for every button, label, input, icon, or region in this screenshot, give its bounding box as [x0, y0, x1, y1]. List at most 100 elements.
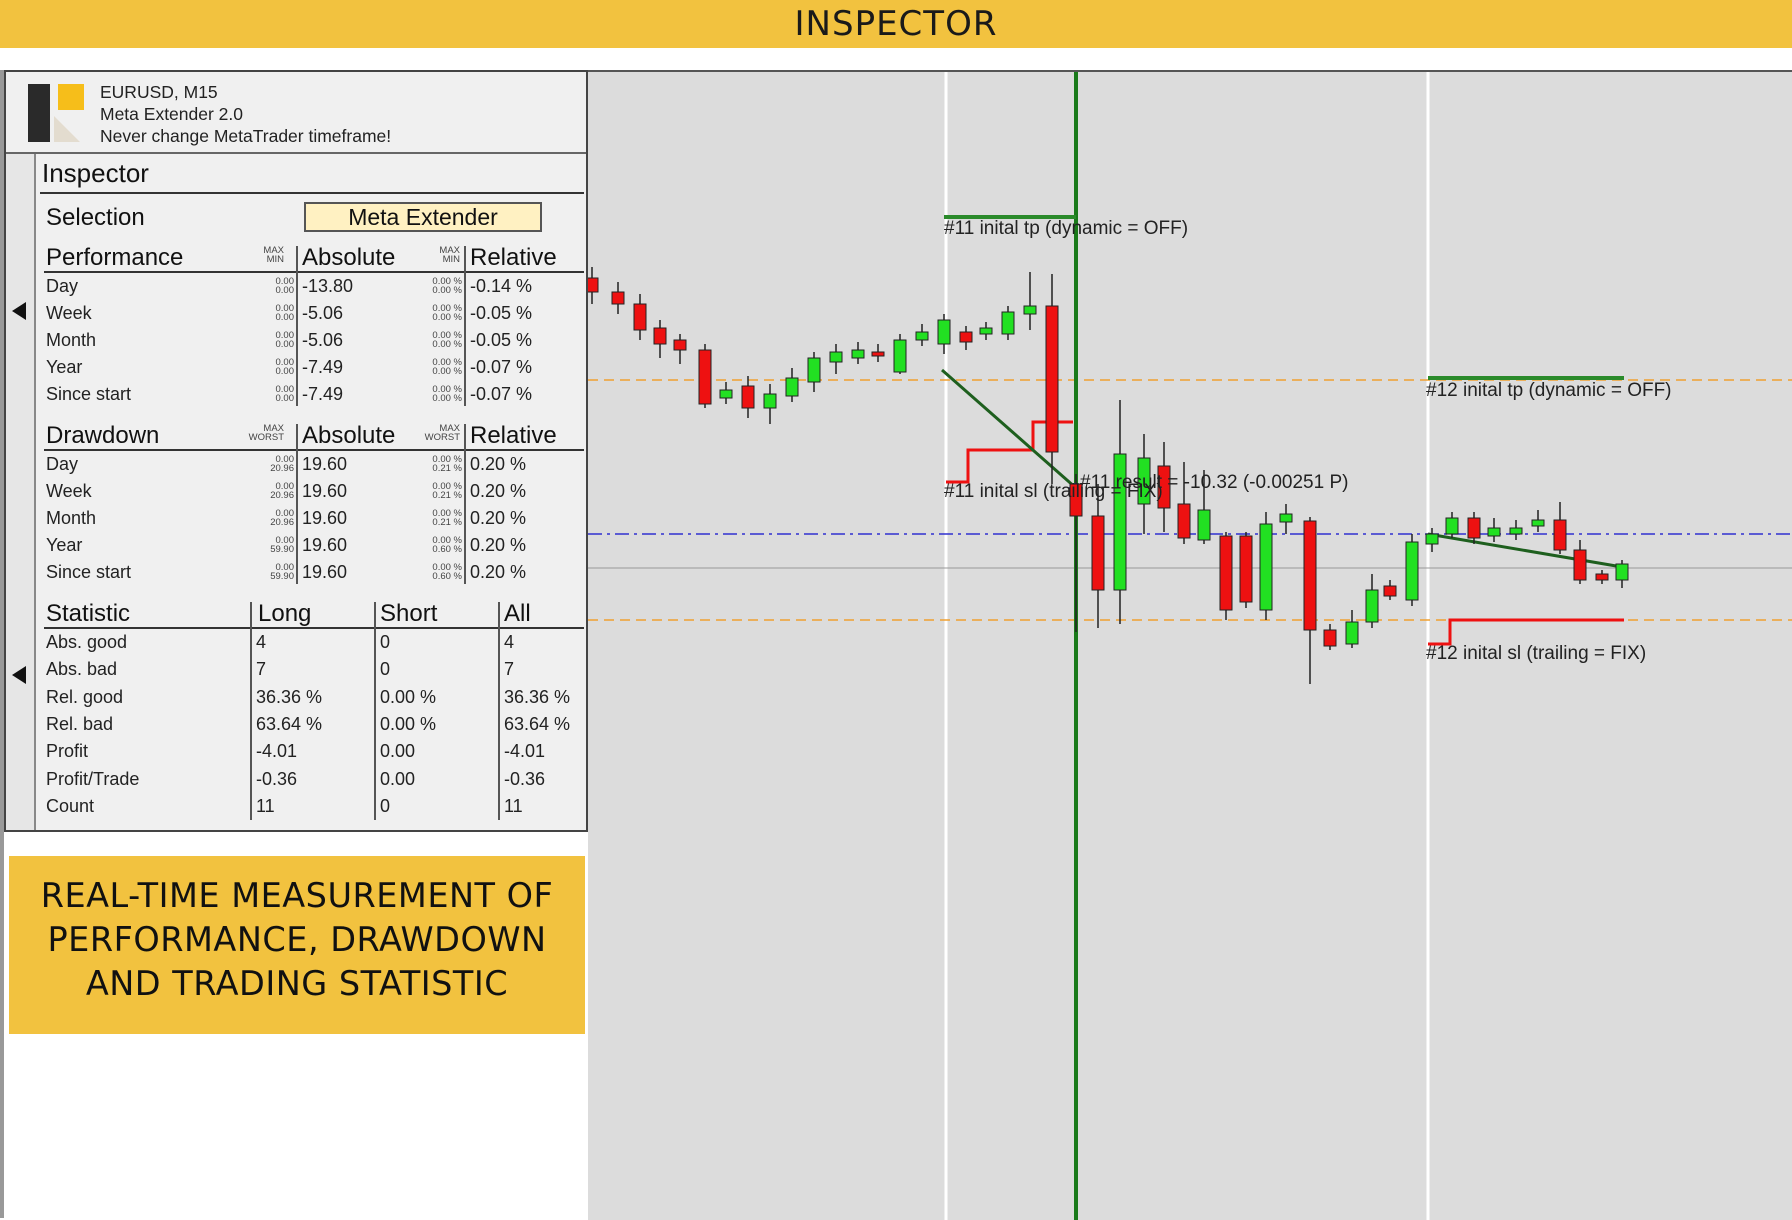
col-divider [464, 424, 466, 584]
rel-max-value: 0.00 % [432, 454, 462, 465]
sl12-label: #12 inital sl (trailing = FIX) [1426, 643, 1647, 664]
top-banner: INSPECTOR [0, 0, 1792, 48]
bear-candle [1323, 629, 1337, 647]
rel-max-value: 0.00 % [432, 276, 462, 287]
bear-candle [1091, 515, 1105, 591]
divider [40, 192, 584, 194]
stat-row-label: Abs. good [46, 632, 128, 652]
bear-candle [1467, 517, 1481, 539]
bull-candle [915, 331, 929, 341]
stat-short-value: 0.00 [380, 741, 416, 762]
stat-row-label: Count [46, 795, 95, 816]
stat-long-value: 7 [256, 659, 267, 680]
rel-value: -0.14 % [470, 276, 533, 296]
bear-candle [1303, 520, 1317, 631]
trade12-line [1427, 532, 1629, 570]
bear-candle [1573, 549, 1587, 581]
rel-max-value: 0.00 % [432, 481, 462, 492]
rel-value: -0.07 % [470, 357, 533, 377]
stat-all-value: 7 [504, 659, 515, 680]
bull-candle [979, 327, 993, 335]
rel-max-value: 0.00 % [432, 357, 462, 368]
collapse-arrow-icon[interactable] [12, 302, 26, 320]
abs-value: -13.80 [302, 276, 354, 296]
bull-candle [1445, 517, 1459, 535]
stat-short-value: 0 [380, 659, 391, 680]
tp11-label: #11 inital tp (dynamic = OFF) [944, 218, 1189, 239]
col-divider [464, 246, 466, 406]
stat-all-value: 36.36 % [504, 686, 571, 707]
tagline: Never change MetaTrader timeframe! [100, 126, 392, 146]
abs-min-value: 0.00 [275, 393, 295, 404]
caption-box: REAL-TIME MEASUREMENT OF PERFORMANCE, DR… [9, 856, 585, 1034]
caption-line: AND TRADING STATISTIC [85, 964, 509, 1003]
abs-value: 19.60 [302, 481, 348, 501]
row-label: Day [46, 454, 79, 474]
stat-all-value: -4.01 [504, 741, 546, 762]
bull-candle [1509, 527, 1523, 535]
bull-candle [1001, 311, 1015, 335]
bull-candle [763, 393, 777, 409]
bear-candle [1219, 535, 1233, 611]
rel-value: -0.05 % [470, 303, 533, 323]
stat-row-label: Profit [46, 741, 89, 762]
stat-short-value: 0.00 % [380, 686, 437, 707]
abs-max-value: 0.00 [275, 330, 295, 341]
bull-candle [1345, 621, 1359, 645]
dd-rel-worst-label: WORST [424, 432, 460, 443]
perf-rel-min-label: MIN [442, 254, 460, 265]
panel-nav-strip [6, 154, 36, 830]
stat-all-value: 63.64 % [504, 713, 571, 734]
stat-col-short: Short [380, 600, 438, 627]
abs-max-value: 0.00 [275, 535, 295, 546]
abs-value: 19.60 [302, 535, 348, 555]
abs-min-value: 0.00 [275, 312, 295, 323]
abs-value: -5.06 [302, 330, 344, 350]
bull-candle [893, 339, 907, 373]
abs-min-value: 59.90 [270, 544, 294, 555]
rel-max-value: 0.00 % [432, 330, 462, 341]
bear-candle [673, 339, 687, 351]
rel-min-value: 0.21 % [432, 490, 462, 501]
abs-min-value: 59.90 [270, 571, 294, 582]
bull-candle [851, 349, 865, 359]
selection-dropdown[interactable]: Meta Extender [304, 202, 542, 232]
abs-value: -7.49 [302, 384, 344, 404]
abs-max-value: 0.00 [275, 562, 295, 573]
abs-max-value: 0.00 [275, 508, 295, 519]
stat-col-long: Long [258, 600, 312, 627]
abs-max-value: 0.00 [275, 357, 295, 368]
price-chart[interactable]: #11 inital tp (dynamic = OFF) #11 inital… [588, 70, 1792, 1220]
row-label: Week [46, 303, 92, 323]
bull-candle [1113, 453, 1127, 591]
abs-value: 19.60 [302, 562, 348, 582]
dd-col-relative: Relative [470, 422, 557, 449]
rel-min-value: 0.00 % [432, 393, 462, 404]
abs-min-value: 0.00 [275, 285, 295, 296]
divider [44, 627, 584, 629]
dd-abs-worst-label: WORST [248, 432, 284, 443]
rel-max-value: 0.00 % [432, 508, 462, 519]
sl12-line [1428, 618, 1624, 646]
bull-candle [1615, 563, 1629, 581]
collapse-arrow-icon[interactable] [12, 666, 26, 684]
abs-max-value: 0.00 [275, 454, 295, 465]
bull-candle [1425, 533, 1439, 545]
rel-max-value: 0.00 % [432, 562, 462, 573]
bull-candle [1279, 513, 1293, 523]
rel-min-value: 0.00 % [432, 366, 462, 377]
stat-row-label: Rel. bad [46, 713, 114, 734]
rel-value: 0.20 % [470, 481, 527, 501]
rel-max-value: 0.00 % [432, 384, 462, 395]
abs-min-value: 0.00 [275, 339, 295, 350]
bear-candle [1595, 573, 1609, 581]
rel-min-value: 0.21 % [432, 517, 462, 528]
abs-min-value: 20.96 [270, 490, 294, 501]
tp12-label: #12 inital tp (dynamic = OFF) [1426, 380, 1672, 401]
divider [44, 271, 584, 273]
rel-value: -0.05 % [470, 330, 533, 350]
sl11-label: #11 inital sl (trailing = FIX) [944, 481, 1163, 502]
bear-candle [1553, 519, 1567, 551]
abs-min-value: 20.96 [270, 517, 294, 528]
bull-candle [785, 377, 799, 397]
